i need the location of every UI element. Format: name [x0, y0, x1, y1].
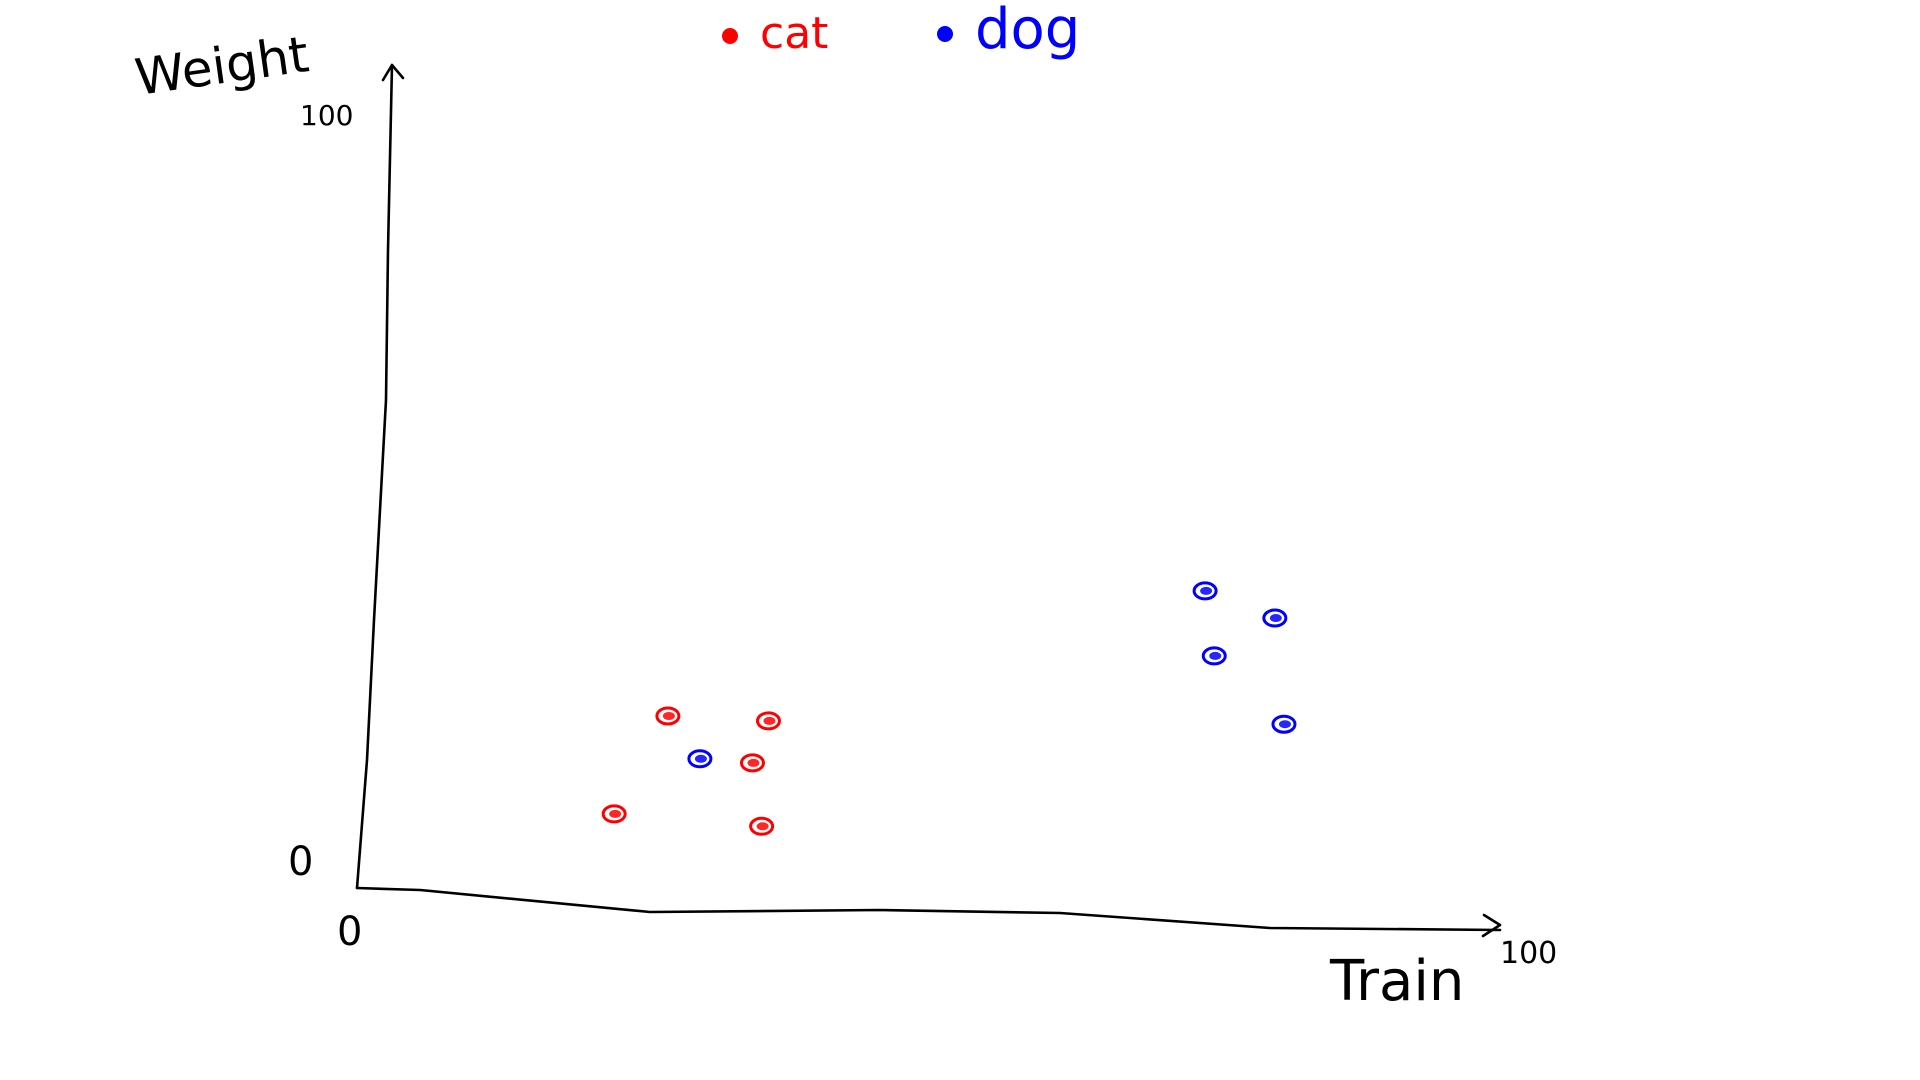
x-tick-min: 0 [337, 909, 362, 955]
dog-point-5 [1271, 714, 1297, 734]
cat-point-5 [749, 816, 775, 836]
cat-point-4 [601, 804, 627, 824]
cat-point-3 [739, 753, 765, 773]
dog-point-1 [687, 749, 713, 769]
x-axis-arrowhead [1481, 913, 1502, 938]
legend-marker-cat [722, 28, 738, 44]
cat-point-2 [755, 711, 781, 731]
dog-point-2 [1192, 581, 1218, 601]
x-tick-max: 100 [1500, 936, 1557, 971]
cat-point-1 [655, 706, 681, 726]
legend-label-dog: dog [975, 0, 1080, 62]
legend-marker-dog [937, 26, 953, 42]
y-tick-min: 0 [288, 839, 313, 885]
legend-label-cat: cat [760, 8, 828, 59]
y-tick-max: 100 [300, 99, 353, 132]
dog-point-4 [1201, 646, 1227, 666]
y-axis-arrowhead [381, 63, 405, 82]
y-axis-label: Weight [132, 25, 313, 107]
points-layer [601, 581, 1297, 836]
dog-point-3 [1262, 608, 1288, 628]
x-axis-label: Train [1329, 949, 1464, 1014]
y-axis-line [355, 63, 394, 890]
legend: cat dog [722, 0, 1080, 62]
x-axis-line [355, 886, 1502, 932]
